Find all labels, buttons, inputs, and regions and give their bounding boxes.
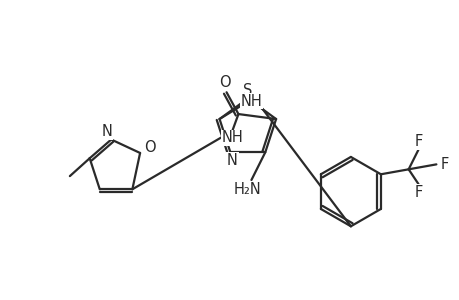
Text: NH: NH	[240, 94, 262, 109]
Text: F: F	[414, 134, 422, 149]
Text: N: N	[226, 153, 237, 168]
Text: H₂N: H₂N	[233, 182, 261, 197]
Text: O: O	[218, 75, 230, 90]
Text: O: O	[144, 140, 156, 154]
Text: F: F	[414, 184, 422, 200]
Text: NH: NH	[221, 130, 243, 145]
Text: N: N	[101, 124, 112, 139]
Text: F: F	[439, 157, 448, 172]
Text: S: S	[243, 83, 252, 98]
